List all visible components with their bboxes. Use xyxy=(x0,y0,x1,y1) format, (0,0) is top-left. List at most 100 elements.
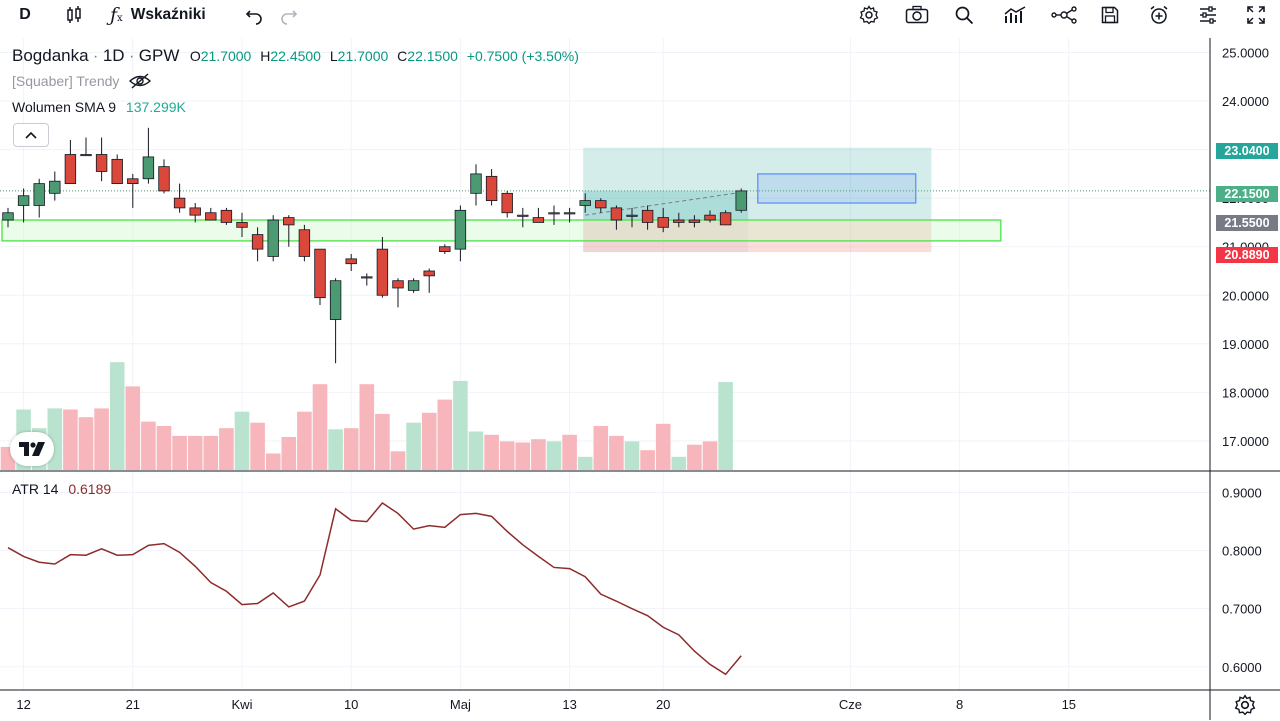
high-label: H xyxy=(260,48,271,64)
symbol-name[interactable]: Bogdanka xyxy=(12,46,89,65)
interval-button[interactable]: D xyxy=(14,4,36,26)
candle-body xyxy=(485,175,498,202)
candle-body xyxy=(329,280,342,320)
time-tick-label: 12 xyxy=(16,697,30,712)
candle-body xyxy=(454,209,467,250)
close-label: C xyxy=(397,48,408,64)
candle-body xyxy=(80,154,92,157)
price-chart[interactable]: 25.000024.000023.000022.000021.000020.00… xyxy=(0,30,1280,720)
candles-icon[interactable] xyxy=(62,4,86,26)
symbol-legend: Bogdanka · 1D · GPW O21.7000 H22.4500 L2… xyxy=(12,46,579,65)
interval-label: D xyxy=(19,6,31,23)
volume-bar xyxy=(406,422,421,470)
candle-body xyxy=(189,207,201,216)
chevron-up-icon xyxy=(25,131,37,139)
volume-legend[interactable]: Wolumen SMA 9 137.299K xyxy=(12,99,186,115)
volume-bar xyxy=(281,437,297,470)
atr-legend[interactable]: ATR 14 0.6189 xyxy=(12,481,111,497)
volume-bar xyxy=(125,386,141,470)
target-price-label: 23.0400 xyxy=(1216,143,1278,159)
volume-bar xyxy=(141,421,156,470)
price-tick-label: 19.0000 xyxy=(1222,337,1269,352)
atr-pane xyxy=(7,501,742,676)
undo-icon[interactable] xyxy=(242,4,266,26)
candle-body xyxy=(517,214,529,217)
volume-bar xyxy=(375,413,390,470)
candle-body xyxy=(626,214,638,217)
atr-tick-label: 0.7000 xyxy=(1222,602,1262,617)
volume-bar xyxy=(531,439,546,470)
volume-bar xyxy=(421,412,437,470)
volume-bar xyxy=(234,411,250,470)
volume-bar xyxy=(187,435,203,470)
volume-bar xyxy=(297,411,312,470)
volume-bar xyxy=(265,453,281,470)
candle-body xyxy=(376,248,389,296)
candle-body xyxy=(595,200,607,209)
settings-icon[interactable] xyxy=(856,4,882,26)
tradingview-logo[interactable] xyxy=(10,432,54,466)
volume-bar xyxy=(484,434,499,470)
open-value: 21.7000 xyxy=(200,48,252,64)
candle-body xyxy=(392,280,404,289)
low-label: L xyxy=(329,48,338,64)
volume-bars xyxy=(0,362,733,470)
indicator-legend[interactable]: [Squaber] Trendy xyxy=(12,73,152,92)
volume-bar xyxy=(546,441,562,470)
symbol-exchange: GPW xyxy=(138,46,180,65)
candle-body xyxy=(2,212,14,221)
candle-body xyxy=(439,246,451,252)
save-icon[interactable] xyxy=(1098,4,1122,26)
alerts-network-icon[interactable] xyxy=(1050,4,1078,26)
candle-body xyxy=(407,280,420,291)
blue-rectangle xyxy=(757,173,917,204)
drawing-zones[interactable] xyxy=(0,147,1210,253)
collapse-legend-button[interactable] xyxy=(13,123,49,147)
candle-body xyxy=(610,207,623,221)
hidden-eye-icon[interactable] xyxy=(129,73,152,92)
change-value: +0.7500 (+3.50%) xyxy=(466,48,579,64)
volume-bar xyxy=(328,429,343,470)
candle-body xyxy=(548,212,560,215)
support-zone-rectangle xyxy=(1,219,1002,242)
low-value: 21.7000 xyxy=(337,48,389,64)
current-price-label: 22.1500 xyxy=(1216,186,1278,202)
add-alert-icon[interactable] xyxy=(1147,4,1171,26)
axes[interactable]: 25.000024.000023.000022.000021.000020.00… xyxy=(0,38,1280,720)
candle-body xyxy=(251,234,264,250)
search-icon[interactable] xyxy=(952,4,976,26)
time-tick-label: 21 xyxy=(126,697,140,712)
stop-price-label: 20.8890 xyxy=(1216,247,1278,263)
fullscreen-icon[interactable] xyxy=(1244,4,1268,26)
time-tick-label: Cze xyxy=(839,697,862,712)
camera-icon[interactable] xyxy=(903,4,931,26)
candle-body xyxy=(283,217,295,226)
price-tick-label: 25.0000 xyxy=(1222,46,1269,61)
grid xyxy=(0,38,1210,690)
volume-bar xyxy=(219,428,234,470)
volume-bar xyxy=(655,423,671,470)
sliders-icon[interactable] xyxy=(1196,4,1220,26)
tv-logo-icon xyxy=(19,442,45,456)
volume-bar xyxy=(250,422,265,470)
candle-body xyxy=(64,154,77,185)
volume-bar xyxy=(499,441,515,470)
time-tick-label: 8 xyxy=(956,697,963,712)
candle-body xyxy=(501,192,513,214)
volume-bar xyxy=(63,409,78,470)
candle-body xyxy=(127,178,139,185)
candle-body xyxy=(423,270,435,277)
volume-bar xyxy=(609,435,624,470)
atr-tick-label: 0.8000 xyxy=(1222,544,1262,559)
candle-body xyxy=(657,217,669,228)
candle-body xyxy=(205,212,217,221)
indicators-button[interactable]: ƒx Wskaźniki xyxy=(110,4,230,26)
candle-body xyxy=(314,248,326,299)
price-tick-label: 17.0000 xyxy=(1222,434,1269,449)
atr-line xyxy=(7,501,742,676)
redo-icon[interactable] xyxy=(277,4,301,26)
volume-bar xyxy=(671,456,687,470)
indicator-templates-icon[interactable] xyxy=(1001,4,1029,26)
indicators-label: Wskaźniki xyxy=(130,6,206,23)
chart-settings-gear-icon[interactable] xyxy=(1234,694,1256,716)
